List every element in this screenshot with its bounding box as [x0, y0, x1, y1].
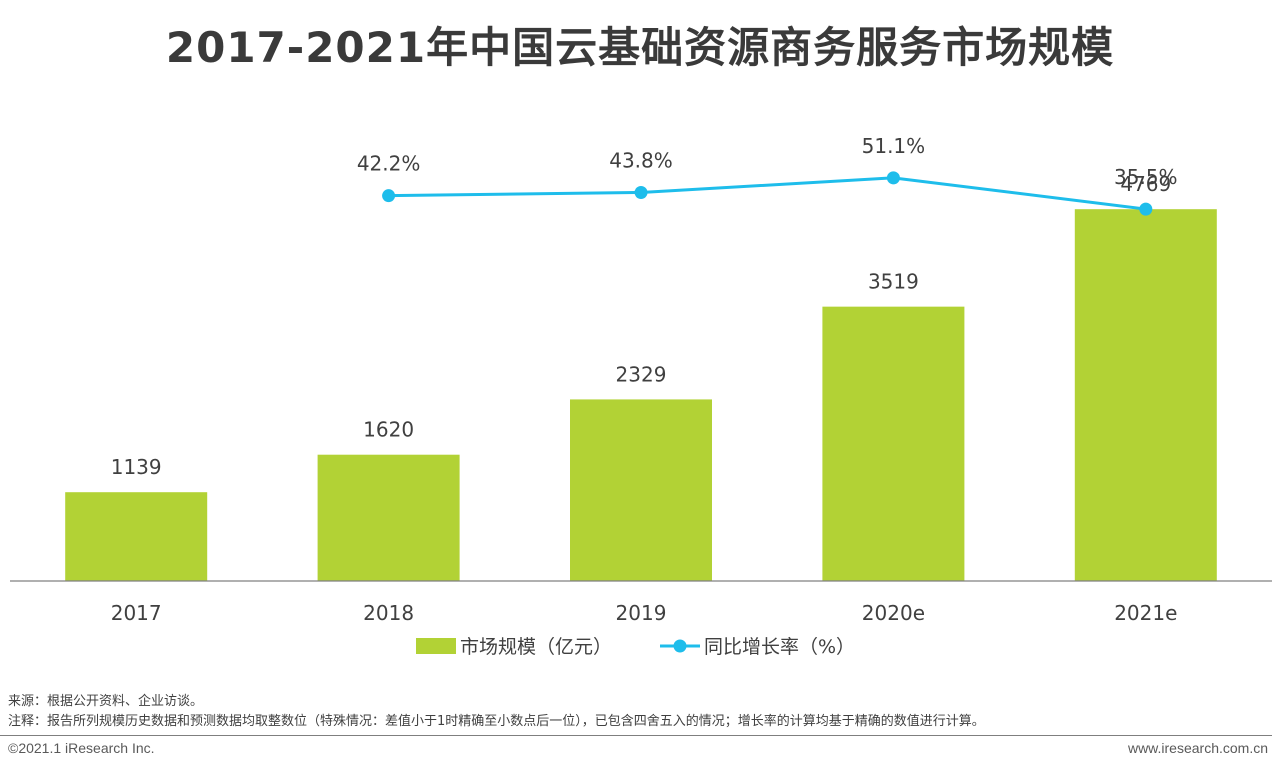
x-tick-label: 2019 [616, 601, 667, 625]
legend-line-label: 同比增长率（%） [704, 636, 855, 658]
growth-rate-point [382, 189, 396, 203]
website-link[interactable]: www.iresearch.com.cn [1127, 740, 1268, 756]
x-tick-label: 2020e [862, 601, 925, 625]
growth-rate-label: 43.8% [609, 148, 673, 172]
footer-divider [0, 735, 1272, 736]
legend-bar-swatch [416, 638, 456, 654]
copyright-text: ©2021.1 iResearch Inc. [8, 740, 155, 756]
source-note: 来源：根据公开资料、企业访谈。 [8, 694, 204, 709]
x-tick-label: 2017 [111, 601, 162, 625]
bar-2017 [65, 492, 208, 581]
growth-rate-point [886, 171, 900, 185]
legend-line-marker [673, 639, 687, 653]
bar-value-label: 1139 [111, 455, 162, 479]
x-tick-label: 2021e [1114, 601, 1177, 625]
bar-2018 [317, 454, 460, 581]
bar-2019 [570, 399, 712, 581]
growth-rate-label: 51.1% [862, 134, 926, 158]
bar-value-label: 3519 [868, 270, 919, 294]
growth-rate-point [634, 185, 648, 199]
growth-rate-line [388, 176, 1146, 211]
growth-rate-label: 35.5% [1114, 165, 1178, 189]
chart-canvas: 1139 1620 2329 3519 4769 2017 2018 2019 2020e 202… [10, 134, 1272, 658]
bar-value-label: 2329 [616, 362, 667, 386]
x-tick-label: 2018 [363, 601, 414, 625]
growth-rate-label: 42.2% [357, 152, 421, 176]
bar-value-label: 4769 [1120, 172, 1171, 196]
bar-value-label: 1620 [363, 418, 414, 442]
legend-bar-label: 市场规模（亿元） [460, 636, 612, 658]
chart-title: 2017-2021年中国云基础资源商务服务市场规模 [165, 23, 1115, 72]
remark-note: 注释：报告所列规模历史数据和预测数据均取整数位（特殊情况：差值小于1时精确至小数… [8, 714, 985, 729]
growth-rate-point [1139, 202, 1153, 216]
bar-2021e [1074, 209, 1217, 581]
bar-2020e [822, 306, 965, 581]
